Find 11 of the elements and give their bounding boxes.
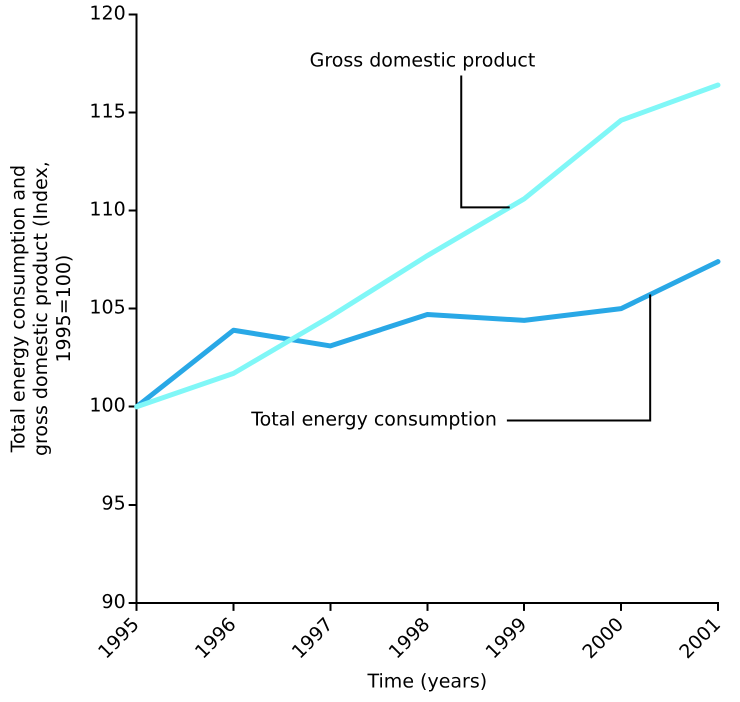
y-axis-title: Total energy consumption and gross domestic product (Index, 1995=100) bbox=[7, 161, 75, 456]
text: Gross domestic product bbox=[310, 49, 536, 72]
x-axis-title: Time (years) bbox=[366, 670, 488, 693]
text: Total energy consumption bbox=[250, 408, 497, 430]
y-tick-label: 100 bbox=[89, 394, 126, 417]
y-tick-label: 115 bbox=[89, 100, 126, 122]
y-tick-label: 95 bbox=[101, 492, 126, 515]
y-tick-label: 105 bbox=[89, 296, 126, 319]
y-tick-label: 110 bbox=[89, 198, 126, 220]
y-tick-label: 120 bbox=[89, 2, 126, 24]
y-tick-label: 90 bbox=[101, 590, 126, 613]
